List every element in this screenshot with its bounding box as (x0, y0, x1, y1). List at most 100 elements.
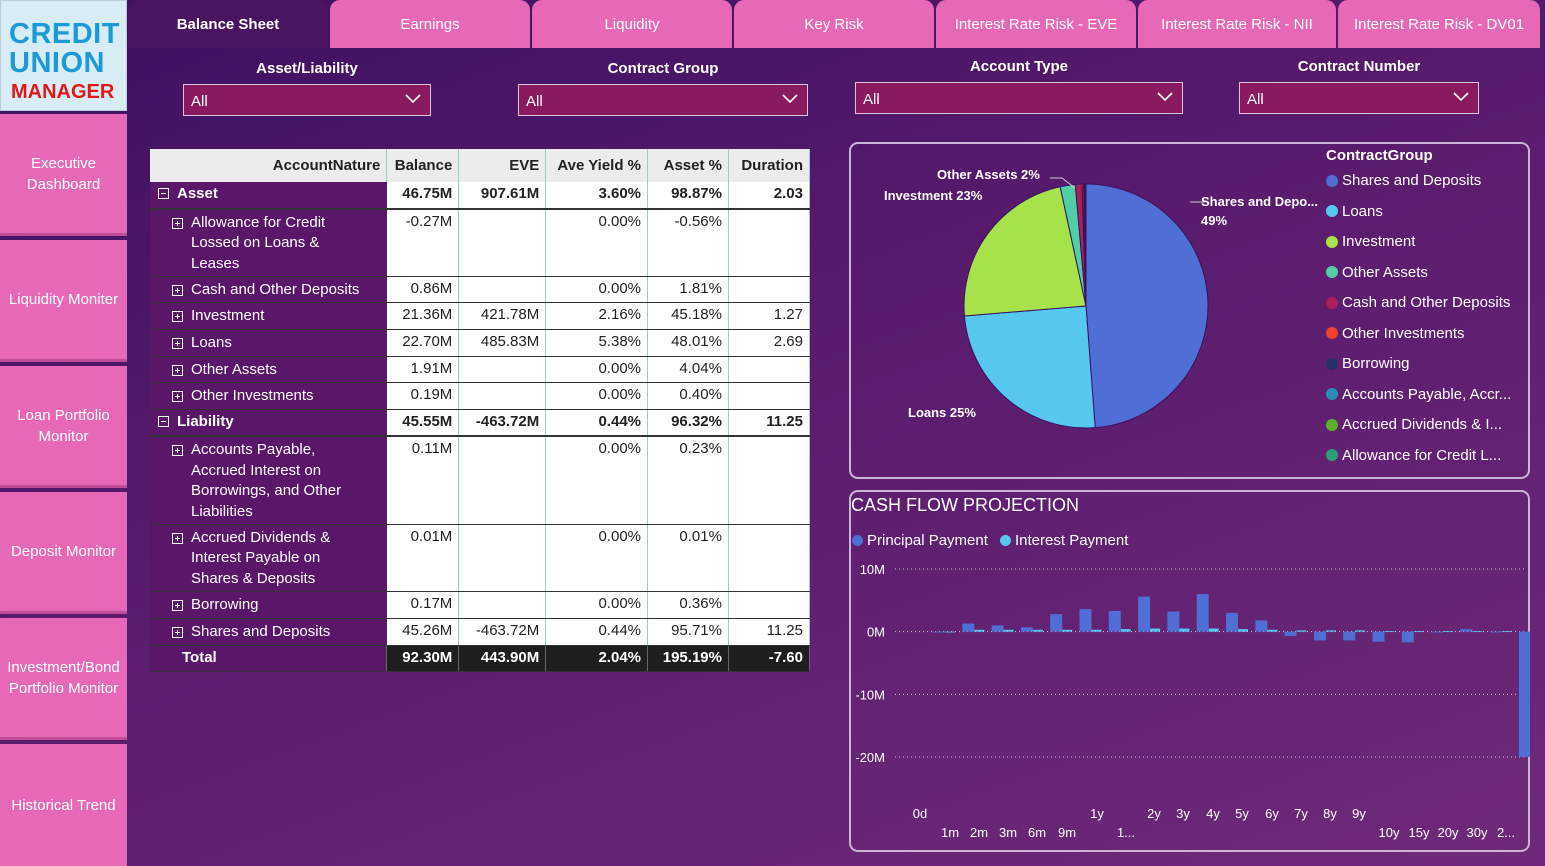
interest-bar[interactable] (1413, 631, 1424, 632)
expand-icon[interactable] (172, 391, 183, 403)
pie-legend-item[interactable]: Borrowing (1326, 355, 1410, 372)
principal-bar[interactable] (1343, 631, 1356, 641)
interest-bar[interactable] (1091, 629, 1102, 632)
expand-icon[interactable] (172, 284, 183, 296)
principal-bar[interactable] (1255, 620, 1268, 632)
contract-group-pie-chart (963, 183, 1209, 429)
interest-bar[interactable] (1501, 631, 1512, 632)
tab-interest-rate-risk-eve[interactable]: Interest Rate Risk - EVE (936, 0, 1136, 48)
interest-bar[interactable] (1238, 629, 1248, 632)
sidebar-item-loan-portfolio-monitor[interactable]: Loan Portfolio Monitor (0, 366, 127, 488)
principal-bar[interactable] (962, 623, 975, 632)
principal-bar[interactable] (1460, 629, 1473, 632)
interest-bar[interactable] (1120, 629, 1131, 632)
x-tick-label: 0d (913, 806, 927, 821)
pie-legend-item[interactable]: Shares and Deposits (1326, 172, 1481, 189)
contract-group-dropdown[interactable]: All (518, 84, 808, 116)
interest-bar[interactable] (1472, 631, 1483, 632)
sidebar-item-investment-bond-monitor[interactable]: Investment/Bond Portfolio Monitor (0, 618, 127, 740)
interest-bar[interactable] (1003, 629, 1014, 632)
column-header[interactable]: AccountNature (150, 149, 388, 182)
pie-slice[interactable] (1085, 183, 1209, 429)
principal-bar[interactable] (1020, 627, 1033, 632)
collapse-icon[interactable] (158, 416, 169, 428)
principal-bar[interactable] (1226, 612, 1238, 632)
principal-bar[interactable] (1401, 631, 1414, 643)
table-cell: 5.38% (545, 329, 649, 357)
principal-bar[interactable] (1372, 631, 1385, 642)
sidebar-item-deposit-monitor[interactable]: Deposit Monitor (0, 492, 127, 614)
sidebar-item-historical-trend[interactable]: Historical Trend (0, 744, 127, 866)
pie-legend-item[interactable]: Investment (1326, 233, 1415, 250)
pie-legend-item[interactable]: Loans (1326, 203, 1383, 220)
tab-key-risk[interactable]: Key Risk (734, 0, 934, 48)
row-label: Liability (177, 413, 234, 431)
interest-bar[interactable] (1032, 629, 1043, 632)
interest-bar[interactable] (1443, 631, 1454, 632)
pie-slice[interactable] (963, 186, 1087, 317)
pie-legend-item[interactable]: Other Assets (1326, 264, 1428, 281)
principal-bar[interactable] (1431, 631, 1444, 633)
tab-interest-rate-risk-dv01[interactable]: Interest Rate Risk - DV01 (1338, 0, 1540, 48)
expand-icon[interactable] (172, 311, 183, 323)
tab-interest-rate-risk-nii[interactable]: Interest Rate Risk - NII (1138, 0, 1336, 48)
interest-bar[interactable] (1179, 628, 1190, 632)
column-header[interactable]: Ave Yield % (545, 149, 649, 182)
interest-bar[interactable] (1267, 629, 1278, 632)
expand-icon[interactable] (172, 364, 183, 376)
interest-bar[interactable] (1325, 630, 1336, 632)
pie-legend-item[interactable]: Cash and Other Deposits (1326, 294, 1510, 311)
interest-bar[interactable] (1296, 630, 1307, 632)
pie-legend-item[interactable]: Accounts Payable, Accr... (1326, 386, 1511, 403)
row-label: Loans (191, 334, 232, 352)
pie-legend-item[interactable]: Accrued Dividends & I... (1326, 416, 1502, 433)
sidebar-item-liquidity-moniter[interactable]: Liquidity Moniter (0, 240, 127, 362)
expand-icon[interactable] (172, 532, 183, 544)
pie-slice[interactable] (963, 305, 1096, 429)
principal-bar[interactable] (1050, 614, 1063, 632)
interest-bar[interactable] (945, 631, 955, 633)
tab-earnings[interactable]: Earnings (330, 0, 530, 48)
pie-legend-item[interactable]: Other Investments (1326, 325, 1465, 342)
expand-icon[interactable] (172, 445, 183, 457)
principal-bar[interactable] (991, 625, 1004, 632)
account-type-dropdown[interactable]: All (855, 82, 1183, 114)
legend-principal-payment[interactable]: Principal Payment (852, 532, 988, 549)
collapse-icon[interactable] (158, 188, 169, 199)
interest-bar[interactable] (1384, 631, 1395, 632)
dropdown-value: All (191, 93, 208, 110)
interest-bar[interactable] (1062, 629, 1073, 632)
contract-number-dropdown[interactable]: All (1239, 82, 1479, 114)
x-tick-label: 8y (1323, 806, 1337, 821)
expand-icon[interactable] (172, 338, 183, 350)
column-header[interactable]: Balance (386, 149, 460, 182)
expand-icon[interactable] (172, 627, 183, 638)
pie-legend-item[interactable]: Allowance for Credit L... (1326, 447, 1501, 464)
principal-bar[interactable] (933, 631, 945, 633)
legend-interest-payment[interactable]: Interest Payment (1000, 532, 1128, 549)
principal-bar[interactable] (1079, 609, 1092, 632)
asset-liability-dropdown[interactable]: All (183, 84, 431, 116)
expand-icon[interactable] (172, 600, 183, 612)
tab-balance-sheet[interactable]: Balance Sheet (128, 0, 328, 48)
tab-liquidity[interactable]: Liquidity (532, 0, 732, 48)
interest-bar[interactable] (974, 629, 985, 632)
principal-bar[interactable] (1519, 631, 1530, 757)
principal-bar[interactable] (1489, 631, 1502, 633)
column-header[interactable]: Duration (728, 149, 811, 182)
interest-bar[interactable] (1208, 628, 1219, 632)
column-header[interactable]: EVE (458, 149, 547, 182)
principal-bar[interactable] (1313, 631, 1326, 641)
sidebar-item-executive-dashboard[interactable]: Executive Dashboard (0, 114, 127, 236)
principal-bar[interactable] (1167, 611, 1180, 632)
principal-bar[interactable] (1108, 610, 1121, 632)
column-header[interactable]: Asset % (647, 149, 729, 182)
interest-bar[interactable] (1355, 630, 1366, 632)
x-tick-label: 2m (970, 825, 988, 840)
principal-bar[interactable] (1284, 631, 1297, 637)
principal-bar[interactable] (1138, 596, 1151, 632)
expand-icon[interactable] (172, 217, 183, 229)
interest-bar[interactable] (1150, 628, 1161, 632)
tab-label: Liquidity (604, 15, 660, 33)
principal-bar[interactable] (1196, 594, 1209, 632)
